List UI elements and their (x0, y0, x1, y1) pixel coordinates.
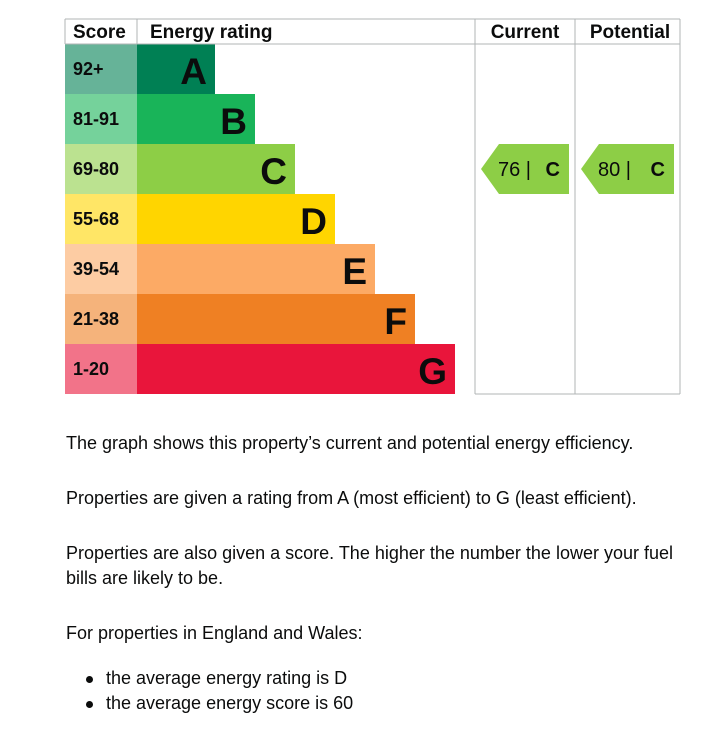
current-marker-score: 76 | (498, 159, 531, 181)
band-bar-c (137, 144, 295, 194)
score-cell-b (65, 94, 137, 144)
score-range-d: 55-68 (73, 209, 119, 229)
band-letter-d: D (300, 201, 327, 242)
band-bar-f (137, 294, 415, 344)
band-bar-b (137, 94, 255, 144)
markers-layer: 76 | C 80 | C (481, 144, 674, 194)
score-cell-e (65, 244, 137, 294)
band-bar-e (137, 244, 375, 294)
current-marker-arrow (481, 144, 569, 194)
score-cell-a (65, 44, 137, 94)
band-letter-g: G (418, 351, 447, 392)
band-letter-b: B (220, 101, 247, 142)
chart-grid (64, 18, 681, 395)
explanation-paragraph-3: Properties are also given a score. The h… (66, 543, 673, 588)
band-letter-e: E (342, 251, 367, 292)
score-cell-c (65, 144, 137, 194)
averages-list: the average energy rating is D the avera… (66, 666, 686, 716)
score-range-a: 92+ (73, 59, 104, 79)
header-energy-rating: Energy rating (150, 22, 272, 43)
average-rating-item: the average energy rating is D (66, 666, 686, 691)
header-score: Score (73, 22, 126, 43)
band-letter-a: A (180, 51, 207, 92)
score-range-e: 39-54 (73, 259, 119, 279)
score-range-c: 69-80 (73, 159, 119, 179)
potential-marker-arrow (581, 144, 674, 194)
potential-marker-letter: C (651, 159, 665, 181)
score-range-g: 1-20 (73, 359, 109, 379)
explanation-paragraph-1: The graph shows this property’s current … (66, 433, 634, 453)
score-range-b: 81-91 (73, 109, 119, 129)
score-cell-f (65, 294, 137, 344)
header-current: Current (491, 22, 560, 43)
current-marker-letter: C (546, 159, 560, 181)
explanation-paragraph-4: For properties in England and Wales: (66, 623, 363, 643)
epc-chart: 92+ A81-91 B69-80 C55-68 D39-54 E21-38 F1-20 G … (64, 18, 681, 395)
band-bar-d (137, 194, 335, 244)
explanation-paragraph-2: Properties are given a rating from A (mo… (66, 488, 637, 508)
band-letter-f: F (384, 301, 407, 342)
score-range-f: 21-38 (73, 309, 119, 329)
bands-layer: 92+ A 81-91 B 69-80 C 55-68 D 39-54 E 21-38 F 1-20 G (65, 44, 455, 394)
score-cell-d (65, 194, 137, 244)
band-bar-g (137, 344, 455, 394)
band-bar-a (137, 44, 215, 94)
band-letter-c: C (260, 151, 287, 192)
score-cell-g (65, 344, 137, 394)
potential-marker-score: 80 | (598, 159, 631, 181)
average-score-item: the average energy score is 60 (66, 691, 686, 716)
header-potential: Potential (590, 22, 670, 43)
